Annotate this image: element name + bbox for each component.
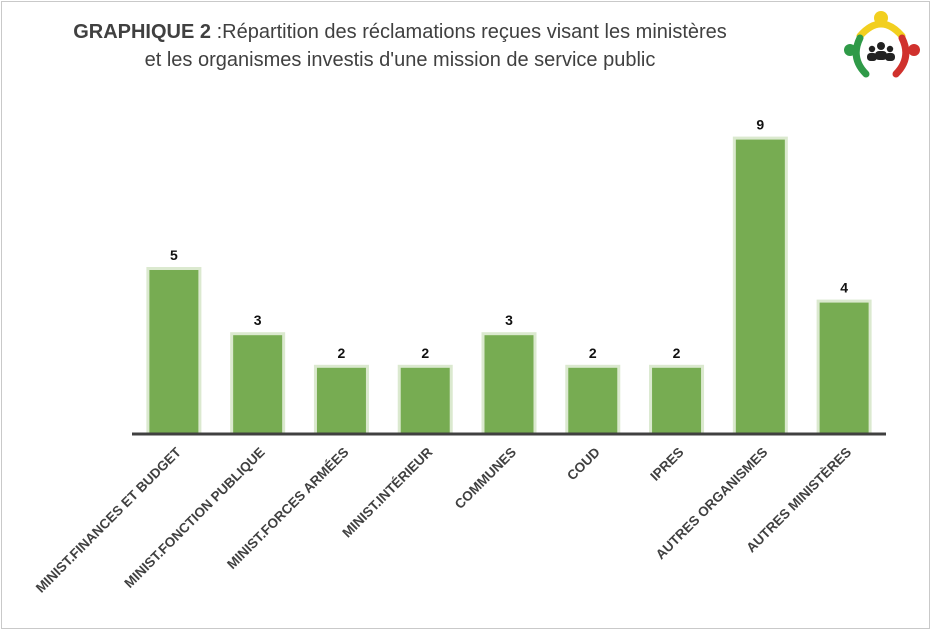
data-label: 2 bbox=[589, 345, 597, 361]
data-label: 3 bbox=[254, 312, 262, 328]
logo-green-arc bbox=[852, 34, 870, 78]
logo bbox=[844, 11, 920, 78]
title-prefix: GRAPHIQUE 2 bbox=[73, 21, 212, 43]
logo-red-head bbox=[908, 44, 920, 56]
people-group-icon bbox=[867, 42, 895, 61]
data-label: 3 bbox=[505, 312, 513, 328]
x-tick-label: MINIST.FINANCES ET BUDGET bbox=[33, 444, 185, 596]
logo-yellow-arc bbox=[856, 20, 906, 40]
bar bbox=[819, 302, 869, 433]
data-label: 9 bbox=[756, 117, 764, 133]
data-label: 2 bbox=[673, 345, 681, 361]
bar bbox=[568, 367, 618, 433]
bar bbox=[400, 367, 450, 433]
data-label: 2 bbox=[338, 345, 346, 361]
bar bbox=[233, 335, 283, 433]
x-tick-label: COMMUNES bbox=[452, 445, 519, 512]
bar bbox=[484, 335, 534, 433]
x-tick-label: IPRES bbox=[647, 445, 686, 484]
bar bbox=[149, 270, 199, 433]
x-tick-label: MINIST.INTÉRIEUR bbox=[339, 444, 435, 540]
chart-title: GRAPHIQUE 2 :Répartition des réclamation… bbox=[0, 18, 800, 74]
bar bbox=[652, 367, 702, 433]
title-line-2: et les organismes investis d'une mission… bbox=[144, 49, 656, 71]
bar bbox=[316, 367, 366, 433]
data-label: 5 bbox=[170, 247, 178, 263]
bar bbox=[735, 139, 785, 433]
x-tick-label: MINIST.FONCTION PUBLIQUE bbox=[121, 445, 267, 591]
logo-red-arc bbox=[892, 34, 910, 78]
title-line1-text: :Répartition des réclamations reçues vis… bbox=[211, 21, 727, 43]
data-label: 2 bbox=[421, 345, 429, 361]
x-tick-label: COUD bbox=[564, 444, 603, 483]
title-line-1: GRAPHIQUE 2 :Répartition des réclamation… bbox=[0, 18, 800, 46]
data-label: 4 bbox=[840, 280, 848, 296]
